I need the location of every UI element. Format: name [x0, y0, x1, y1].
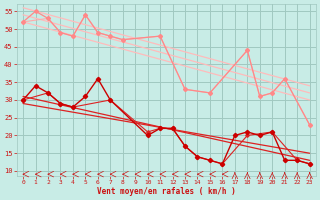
X-axis label: Vent moyen/en rafales ( km/h ): Vent moyen/en rafales ( km/h ) [97, 187, 236, 196]
